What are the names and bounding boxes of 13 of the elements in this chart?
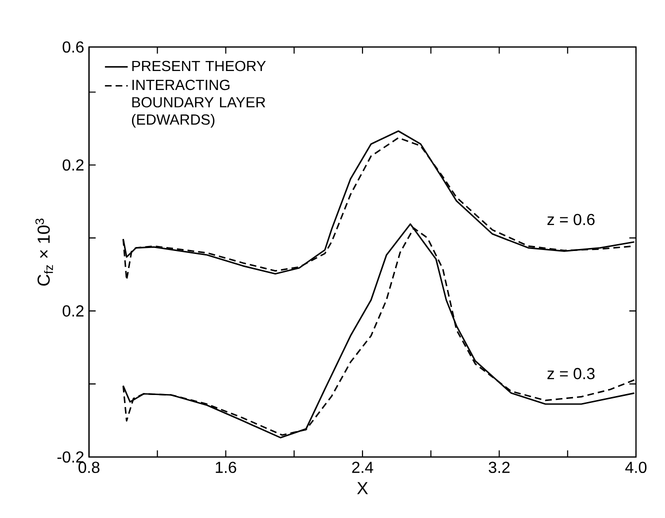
x-axis-title: X (357, 482, 368, 494)
x-tick-label: 3.2 (488, 462, 510, 474)
y-axis-title: C$_{fz}$ × 10$^{3}$ (35, 218, 53, 286)
annotation: z = 0.6 (547, 214, 595, 226)
x-tick-label: 1.6 (216, 462, 236, 474)
x-tick-label: 4.0 (625, 462, 646, 474)
x-tick-label: 2.4 (352, 462, 374, 473)
legend-label: PRESENT THEORY (132, 60, 266, 72)
legend-label: INTERACTING BOUNDARY LAYER (EDWARDS) (132, 80, 266, 128)
x-tick-label: 0.8 (78, 462, 100, 474)
annotation: z = 0.3 (547, 368, 595, 380)
y2-tick-label: 0.6 (62, 41, 84, 53)
y-tick-label: -0.2 (57, 451, 84, 463)
